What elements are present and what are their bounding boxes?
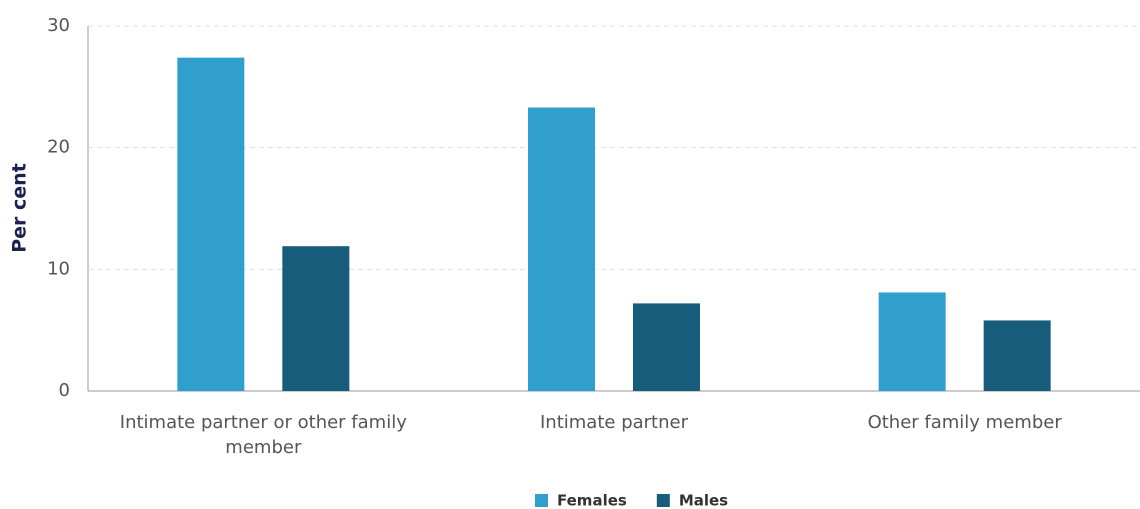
x-tick-label: Intimate partner (540, 412, 689, 433)
y-axis-label: Per cent (9, 163, 31, 253)
bar (633, 303, 700, 391)
y-tick-label: 10 (47, 258, 70, 279)
y-tick-label: 30 (47, 15, 70, 36)
legend-swatch (656, 494, 670, 507)
legend-swatch (535, 494, 548, 507)
y-tick-label: 20 (47, 137, 70, 158)
bar (983, 320, 1051, 391)
bar (528, 107, 595, 392)
x-tick-label: Other family member (868, 412, 1063, 433)
bar (878, 292, 946, 391)
y-tick-label: 0 (59, 380, 70, 401)
legend-label: Males (679, 492, 728, 509)
x-tick-label: Intimate partner or other family member (120, 412, 407, 458)
legend-label: Females (557, 492, 627, 509)
bar (177, 57, 245, 392)
bar (282, 246, 350, 391)
